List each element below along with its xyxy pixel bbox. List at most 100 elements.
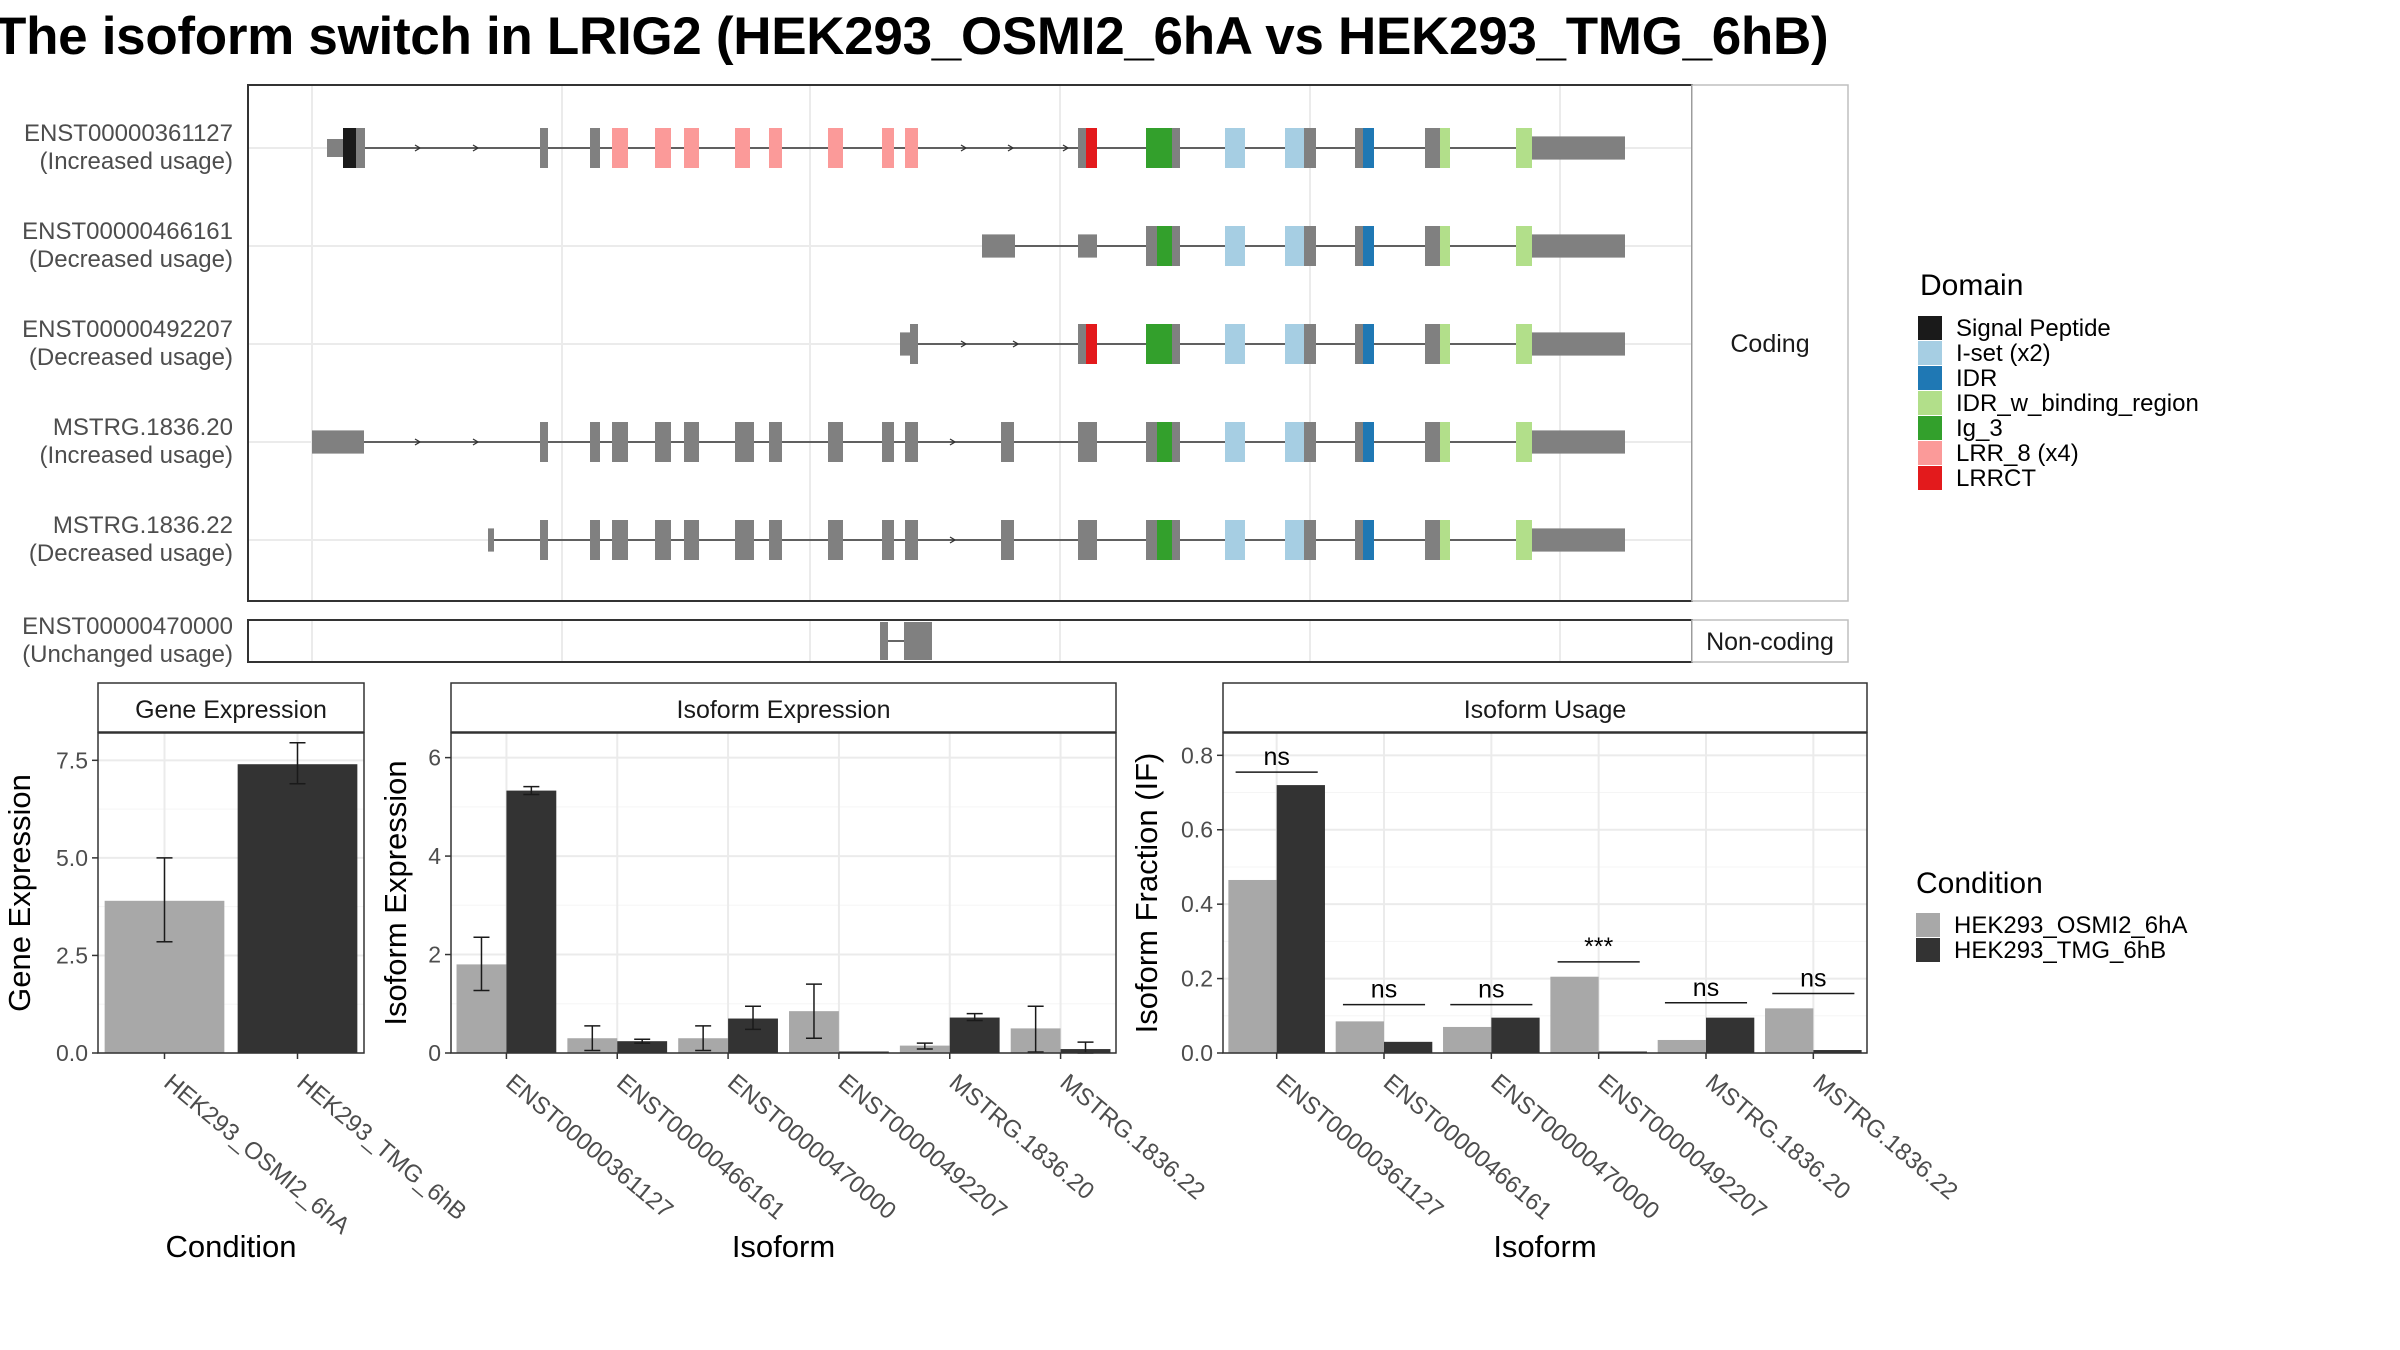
- legend-label: I-set (x2): [1956, 340, 2051, 367]
- strand-arrow: [1062, 144, 1070, 152]
- domain-block: [1285, 422, 1304, 462]
- domain-block: [612, 128, 628, 168]
- isoform-usage-chart: Isoform Usage ns ns ns *** ns ns 0.0 0.2 0.4 0.6 0.…: [1129, 682, 1963, 1264]
- exon-block: [1172, 226, 1180, 266]
- y-tick-label: 0.0: [1181, 1040, 1213, 1066]
- strand-arrow: [414, 438, 422, 446]
- transcript-id-label: ENST00000492207: [22, 316, 233, 343]
- y-axis-title: Isoform Expression: [378, 760, 413, 1025]
- transcript-track: [488, 520, 1625, 560]
- exon-block: [1304, 128, 1316, 168]
- domain-block: [1516, 128, 1532, 168]
- exon-block: [1425, 128, 1440, 168]
- panel-strip-label: Gene Expression: [135, 696, 327, 724]
- legend-swatch: [1918, 341, 1942, 365]
- legend-swatch: [1918, 316, 1942, 340]
- y-tick-label: 5.0: [56, 845, 88, 871]
- domain-block: [1363, 324, 1374, 364]
- domain-block: [1157, 422, 1172, 462]
- domain-block: [1516, 422, 1532, 462]
- domain-block: [882, 128, 894, 168]
- domain-block: [1516, 520, 1532, 560]
- legend-swatch: [1916, 913, 1940, 937]
- domain-block: [1225, 128, 1245, 168]
- noncoding-strip-box: [1691, 619, 1849, 663]
- exon-block: [1532, 234, 1625, 258]
- exon-block: [882, 520, 894, 560]
- exon-block: [488, 528, 494, 552]
- legend-swatch: [1916, 938, 1940, 962]
- structure-panel-noncoding: Non-coding ENST00000470000(Unchanged usa…: [22, 613, 1849, 668]
- exon-block: [1146, 422, 1157, 462]
- exon-block: [1355, 128, 1363, 168]
- domain-block: [1285, 520, 1304, 560]
- transcript-id-label: ENST00000470000: [22, 613, 233, 640]
- isoform-expression-chart: Isoform Expression0246ENST00000361127ENS…: [378, 682, 1210, 1264]
- y-tick-label: 0.8: [1181, 742, 1213, 768]
- panel-strip: [1222, 682, 1868, 733]
- exon-block: [1355, 226, 1363, 266]
- domain-block: [1363, 520, 1374, 560]
- panel-strip-label: Isoform Usage: [1464, 696, 1627, 724]
- domain-block: [1440, 128, 1450, 168]
- domain-block: [1157, 520, 1172, 560]
- chart-title: The isoform switch in LRIG2 (HEK293_OSMI…: [0, 7, 1829, 66]
- exon-block: [1304, 422, 1316, 462]
- bar: [1384, 1041, 1433, 1053]
- exon-block: [1532, 332, 1625, 356]
- exon-block: [1304, 226, 1316, 266]
- y-tick-label: 6: [428, 745, 441, 771]
- x-axis-title: Isoform: [1493, 1229, 1596, 1264]
- domain-block: [1225, 324, 1245, 364]
- legend-label: LRR_8 (x4): [1956, 440, 2079, 467]
- legend-label: HEK293_OSMI2_6hA: [1954, 912, 2187, 939]
- domain-block: [684, 128, 699, 168]
- transcript-status-label: (Decreased usage): [29, 246, 233, 273]
- domain-block: [1440, 422, 1450, 462]
- transcript-status-label: (Increased usage): [40, 442, 233, 469]
- exon-block: [327, 139, 343, 157]
- exon-block: [1304, 520, 1316, 560]
- y-axis-title: Isoform Fraction (IF): [1129, 753, 1164, 1034]
- legend-swatch: [1918, 416, 1942, 440]
- bar: [1706, 1017, 1755, 1053]
- exon-block: [1078, 234, 1097, 258]
- exon-block: [1304, 324, 1316, 364]
- exon-block: [1355, 422, 1363, 462]
- exon-block: [1001, 422, 1014, 462]
- strand-arrow: [1012, 340, 1020, 348]
- exon-block: [590, 520, 600, 560]
- exon-block: [905, 520, 918, 560]
- strand-arrow: [960, 144, 968, 152]
- exon-block: [828, 422, 843, 462]
- domain-block: [1363, 422, 1374, 462]
- exon-block: [1078, 520, 1097, 560]
- transcript-track: [327, 128, 1625, 168]
- transcript-status-label: (Decreased usage): [29, 344, 233, 371]
- transcript-status-label: (Increased usage): [40, 148, 233, 175]
- exon-block: [1172, 324, 1180, 364]
- bar: [506, 790, 557, 1053]
- panel-border: [450, 732, 1117, 1054]
- bar: [1276, 785, 1325, 1053]
- domain-block: [828, 128, 843, 168]
- exon-block: [1532, 136, 1625, 160]
- domain-block: [1363, 226, 1374, 266]
- bar: [237, 764, 358, 1053]
- exon-block: [735, 520, 754, 560]
- exon-block: [880, 622, 888, 660]
- transcript-status-label: (Unchanged usage): [22, 641, 233, 668]
- domain-block: [1146, 128, 1172, 168]
- bar: [949, 1017, 1000, 1053]
- legend-label: IDR: [1956, 365, 1997, 392]
- significance-label: ns: [1478, 976, 1504, 1004]
- y-tick-label: 4: [428, 843, 441, 869]
- x-axis-title: Condition: [166, 1229, 297, 1264]
- domain-block: [1285, 226, 1304, 266]
- strand-arrow: [960, 340, 968, 348]
- noncoding-strip-label: Non-coding: [1706, 628, 1834, 656]
- exon-block: [1078, 128, 1086, 168]
- significance-label: ns: [1371, 976, 1397, 1004]
- exon-block: [540, 520, 548, 560]
